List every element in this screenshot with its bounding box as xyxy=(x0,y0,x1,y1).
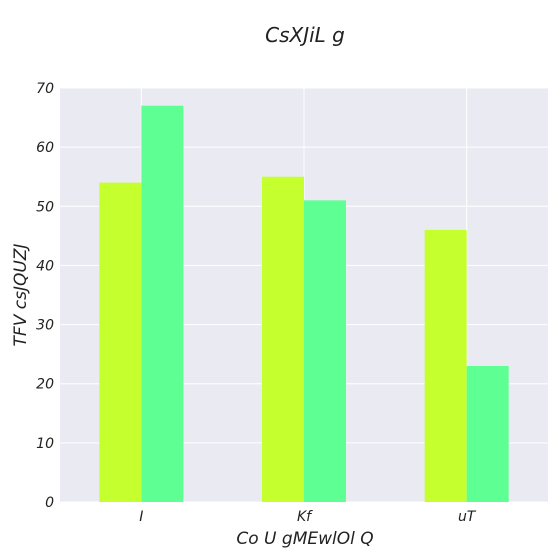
y-tick-label: 30 xyxy=(36,318,54,334)
chart-title: CsXJiL g xyxy=(265,23,345,47)
y-axis-label: TFV csJQUZJ xyxy=(11,244,31,347)
y-tick-label: 40 xyxy=(36,258,54,274)
y-tick-label: 50 xyxy=(36,199,54,215)
bar-series-2-Kf xyxy=(304,200,346,502)
bar-series-1-I xyxy=(99,182,142,502)
y-tick-label: 20 xyxy=(36,377,54,393)
y-tick-label: 60 xyxy=(36,140,54,156)
x-axis-label: Co U gMEwlOl Q xyxy=(236,529,373,549)
y-tick-labels: 0 10 20 30 40 50 60 70 xyxy=(36,81,54,511)
x-tick-label: uT xyxy=(458,509,477,525)
y-tick-label: 10 xyxy=(36,436,54,452)
bar-series-2-I xyxy=(141,105,184,502)
bar-series-1-Kf xyxy=(262,176,304,502)
bar-series-1-uT xyxy=(424,229,467,502)
bar-series-2-uT xyxy=(466,365,509,502)
y-tick-label: 0 xyxy=(45,495,54,511)
x-tick-label: I xyxy=(139,509,143,525)
x-tick-labels: I Kf uT xyxy=(139,509,477,525)
y-tick-label: 70 xyxy=(36,81,54,97)
bars xyxy=(99,105,509,502)
x-tick-label: Kf xyxy=(297,509,313,525)
